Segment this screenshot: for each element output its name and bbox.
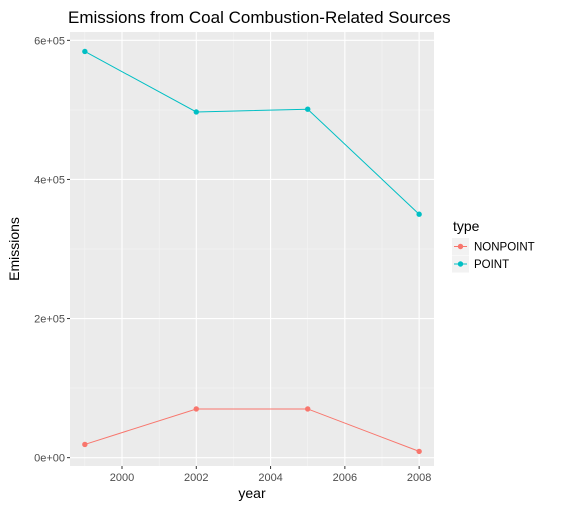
minor-gridlines [70, 32, 434, 466]
legend-key-point-point [457, 261, 464, 267]
data-point-nonpoint [416, 448, 422, 455]
x-tick-label: 2000 [110, 472, 134, 484]
data-point-nonpoint [305, 406, 311, 412]
y-tick-label: 4e+05 [34, 174, 65, 186]
series-line-point [84, 51, 420, 215]
x-axis-title: year [238, 485, 266, 501]
y-tick-labels: 0e+00 2e+05 4e+05 6e+05 [34, 35, 65, 464]
y-axis-title: Emissions [6, 217, 22, 281]
legend-label-nonpoint: NONPOINT [474, 242, 535, 254]
major-gridlines [70, 32, 434, 466]
legend-label-point: POINT [474, 259, 509, 271]
x-tick-label: 2008 [407, 472, 431, 484]
y-tick-label: 0e+00 [34, 453, 65, 465]
x-tick-labels: 2000 2002 2004 2006 2008 [110, 472, 432, 484]
x-tick-label: 2006 [333, 472, 357, 484]
chart-title: Emissions from Coal Combustion-Related S… [68, 8, 451, 27]
x-tick-label: 2002 [184, 472, 208, 484]
data-point-point [193, 109, 199, 115]
x-tick-label: 2004 [258, 472, 282, 484]
legend: type NONPOINT POINT [452, 218, 535, 273]
y-tick-label: 2e+05 [34, 314, 65, 326]
series-layer [82, 48, 422, 455]
y-tick-label: 6e+05 [34, 35, 65, 47]
series-line-nonpoint [84, 408, 420, 452]
axis-ticks [67, 39, 420, 469]
data-point-point [305, 106, 311, 112]
data-point-point [416, 211, 422, 217]
data-point-nonpoint [82, 441, 88, 448]
legend-title: type [453, 218, 480, 234]
data-point-nonpoint [193, 406, 199, 412]
data-point-point [82, 48, 88, 55]
legend-key-point-nonpoint [457, 243, 464, 250]
